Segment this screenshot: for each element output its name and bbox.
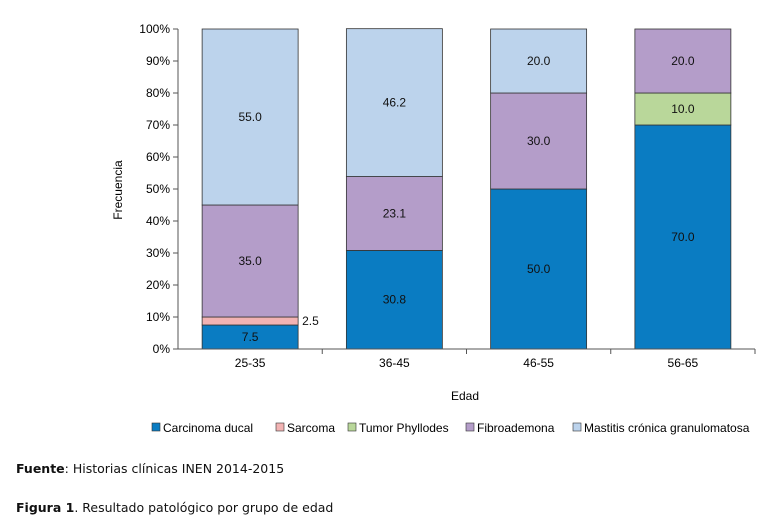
data-label: 20.0 — [527, 54, 551, 68]
y-tick-label: 10% — [146, 310, 170, 324]
bar-segment — [201, 324, 299, 350]
y-tick-label: 0% — [153, 342, 171, 356]
y-tick-label: 50% — [146, 182, 170, 196]
legend: Carcinoma ducal Sarcoma Tumor Phyllodes Fib… — [151, 421, 750, 435]
y-tick-label: 100% — [139, 22, 170, 36]
legend-swatch — [347, 422, 357, 432]
bar-segment — [634, 124, 732, 350]
bar-segment — [490, 28, 588, 94]
source-text: : Historias clínicas INEN 2014-2015 — [64, 461, 285, 476]
legend-swatch — [151, 422, 161, 432]
bar-segment — [490, 188, 588, 350]
legend-label: Carcinoma ducal — [163, 421, 253, 435]
data-label: 70.0 — [671, 230, 695, 244]
y-tick-label: 70% — [146, 118, 170, 132]
legend-swatch — [275, 422, 285, 432]
x-tick-label: 25-35 — [235, 356, 266, 370]
bar-segment — [345, 28, 443, 177]
y-tick-label: 80% — [146, 86, 170, 100]
figure-text: . Resultado patológico por grupo de edad — [74, 500, 334, 515]
y-tick-label: 90% — [146, 54, 170, 68]
bars-group: 7.5 2.5 35.0 55.0 30.8 23.1 46.2 50.0 30.0 20.0 70… — [201, 28, 732, 350]
bar-segment — [345, 176, 443, 251]
bar-segment — [634, 92, 732, 126]
y-axis-label: Frecuencia — [111, 160, 125, 220]
legend-swatch — [572, 422, 582, 432]
data-label: 35.0 — [238, 254, 262, 268]
y-tick-label: 30% — [146, 246, 170, 260]
bar-segment — [201, 28, 299, 206]
source-caption: Fuente: Historias clínicas INEN 2014-201… — [16, 461, 284, 476]
x-tick-label: 36-45 — [379, 356, 410, 370]
figure-label: Figura 1 — [16, 500, 75, 515]
data-label: 23.1 — [383, 206, 407, 220]
bar-segment — [345, 250, 443, 350]
x-axis-label: Edad — [451, 389, 479, 403]
data-label: 2.5 — [302, 314, 319, 328]
data-label: 10.0 — [671, 102, 695, 116]
bar-segment — [490, 92, 588, 190]
y-tick-label: 40% — [146, 214, 170, 228]
data-label: 55.0 — [238, 110, 262, 124]
y-tick-label: 60% — [146, 150, 170, 164]
data-label: 50.0 — [527, 262, 551, 276]
data-label: 7.5 — [242, 330, 259, 344]
legend-label: Mastitis crónica granulomatosa — [584, 421, 750, 435]
y-tick-label: 20% — [146, 278, 170, 292]
figure-caption: Figura 1. Resultado patológico por grupo… — [16, 500, 333, 515]
axes-group: 25-35 36-45 46-55 56-65 0% 10% 20% 30% 40% 50% 60%… — [139, 22, 756, 370]
bar-segment — [634, 28, 732, 94]
data-label: 30.0 — [527, 134, 551, 148]
legend-swatch — [465, 422, 475, 432]
source-label: Fuente — [16, 461, 65, 476]
bar-segment — [201, 204, 299, 318]
legend-label: Tumor Phyllodes — [359, 421, 449, 435]
stacked-bar-chart: 7.5 2.5 35.0 55.0 30.8 23.1 46.2 50.0 30.0 20.0 70… — [111, 22, 756, 435]
x-tick-label: 46-55 — [523, 356, 554, 370]
data-label: 20.0 — [671, 54, 695, 68]
data-label: 30.8 — [383, 293, 407, 307]
legend-label: Fibroademona — [477, 421, 555, 435]
legend-label: Sarcoma — [287, 421, 335, 435]
data-label: 46.2 — [383, 96, 407, 110]
bar-segment — [201, 316, 299, 326]
x-tick-label: 56-65 — [668, 356, 699, 370]
